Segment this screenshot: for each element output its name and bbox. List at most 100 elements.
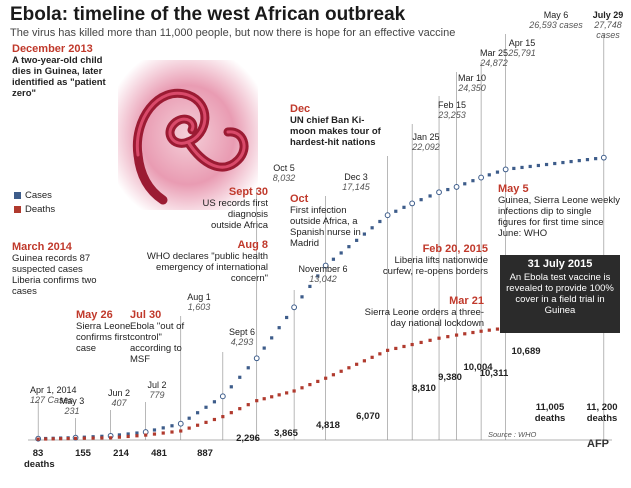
death-label: 214 [113, 448, 129, 459]
death-label: 887 [197, 448, 213, 459]
deaths-swatch-icon [14, 205, 21, 213]
afp-logo: AFP [587, 438, 609, 450]
cases-mark [229, 385, 233, 389]
cases-mark [585, 158, 590, 162]
case-point [436, 189, 442, 196]
annotation-dec: Dec UN chief Ban Ki-moon makes tour of h… [290, 103, 390, 149]
annotation-aug8: Aug 8 WHO declares "public health emerge… [140, 240, 268, 285]
case-label-jul29: July 29 27,748 cases [586, 10, 630, 40]
annotation-mar2014-line2: Liberia confirms two cases [12, 275, 97, 297]
annotation-oct-date: Oct [290, 193, 309, 205]
deaths-mark [419, 340, 423, 345]
annotation-oct-text: First infection outside Africa, a Spanis… [290, 205, 361, 249]
deaths-mark [221, 415, 225, 419]
annotation-feb20: Feb 20, 2015 Liberia lifts nationwide cu… [378, 244, 488, 278]
cases-mark [428, 194, 432, 198]
cases-mark [544, 162, 549, 167]
cases-mark [204, 405, 208, 409]
deaths-mark [135, 434, 139, 438]
deaths-mark [463, 332, 467, 336]
deaths-mark [300, 386, 304, 390]
death-label-unit: deaths [534, 413, 566, 424]
cases-mark [495, 170, 500, 174]
case-label-date: Mar 25 [479, 48, 508, 58]
source-note: Source : WHO [488, 430, 537, 439]
case-label-date: Feb 15 [437, 100, 467, 110]
annotation-mar21: Mar 21 Sierra Leone orders a three-day n… [358, 295, 484, 330]
cases-mark [569, 159, 573, 164]
legend-cases: Cases [14, 190, 52, 201]
death-label-value: 11,005 [535, 402, 565, 413]
cases-mark [316, 274, 320, 278]
annotation-dec-text: UN chief Ban Ki-moon makes tour of harde… [290, 115, 381, 148]
case-label-date: May 3 [59, 396, 85, 406]
death-label: 10,004 [463, 362, 493, 373]
deaths-mark [454, 333, 459, 337]
death-label: 481 [151, 448, 167, 459]
cases-mark [577, 158, 581, 163]
cases-mark [135, 431, 139, 435]
annotation-may26-text: Sierra Leone confirms first case [76, 321, 131, 354]
annotation-dec2013: December 2013 A two-year-old child dies … [12, 44, 122, 100]
case-point [177, 420, 184, 427]
cases-mark [347, 245, 351, 249]
cases-mark [463, 182, 467, 186]
case-label-nov6: November 6 13,042 [296, 264, 350, 284]
case-label-date: Jul 2 [147, 380, 167, 390]
deaths-mark [152, 432, 157, 436]
case-label-date: Jan 25 [412, 132, 440, 142]
annotation-mar2014-date: March 2014 [12, 241, 72, 253]
deaths-mark [339, 369, 343, 373]
deaths-mark [270, 395, 274, 399]
case-label-apr15: Apr 15 25,791 [502, 38, 542, 58]
legend-cases-label: Cases [25, 190, 52, 201]
cases-mark [402, 205, 406, 209]
annotation-dec-date: Dec [290, 103, 311, 115]
deaths-mark [378, 352, 382, 356]
case-point [291, 304, 298, 311]
cases-mark [487, 173, 491, 177]
page-subtitle: The virus has killed more than 11,000 pe… [10, 27, 456, 39]
case-label-value: 4,293 [230, 337, 254, 347]
death-label-unit: deaths [586, 413, 618, 424]
case-label-value: 779 [149, 390, 165, 400]
case-label-apr1: Apr 1, 2014 127 Cases [30, 385, 88, 405]
deaths-mark [238, 407, 242, 411]
vaccine-callout: 31 July 2015 An Ebola test vaccine is re… [500, 255, 620, 333]
deaths-mark [487, 328, 491, 332]
annotation-mar21-date: Mar 21 [449, 295, 484, 307]
deaths-mark [292, 389, 296, 393]
deaths-mark [370, 355, 374, 359]
cases-mark [561, 160, 565, 165]
cases-mark [117, 433, 122, 437]
death-label: 11, 200 deaths [580, 402, 624, 424]
case-label-feb15: Feb 15 23,253 [432, 100, 472, 120]
annotation-jul30-text: Ebola "out of control" according to MSF [130, 321, 185, 365]
death-label: 6,070 [356, 411, 380, 422]
case-label-value: 17,145 [342, 182, 370, 192]
deaths-mark [402, 344, 406, 349]
death-label: 10,689 [511, 346, 541, 357]
deaths-mark [285, 391, 289, 395]
deaths-mark [428, 338, 432, 342]
deaths-mark [36, 437, 40, 441]
case-point [600, 154, 607, 161]
deaths-mark [386, 348, 390, 352]
cases-mark [512, 166, 516, 171]
deaths-mark [324, 376, 328, 380]
case-label-value: 407 [111, 398, 127, 408]
annotation-may5-text: Guinea, Sierra Leone weekly infections d… [498, 195, 620, 239]
legend-deaths-label: Deaths [25, 204, 56, 215]
deaths-mark [66, 436, 70, 441]
deaths-mark [126, 434, 130, 439]
annotation-sep30-date: Sept 30 [228, 186, 268, 198]
annotation-may5-date: May 5 [498, 183, 529, 195]
cases-mark [152, 428, 157, 432]
deaths-mark [195, 423, 200, 427]
deaths-mark [246, 403, 250, 407]
case-label-value: 1,603 [187, 302, 211, 312]
case-label-value: 23,253 [438, 110, 466, 120]
case-label-date: Oct 5 [273, 163, 295, 173]
cases-mark [161, 426, 165, 430]
death-label: 4,818 [316, 420, 340, 431]
